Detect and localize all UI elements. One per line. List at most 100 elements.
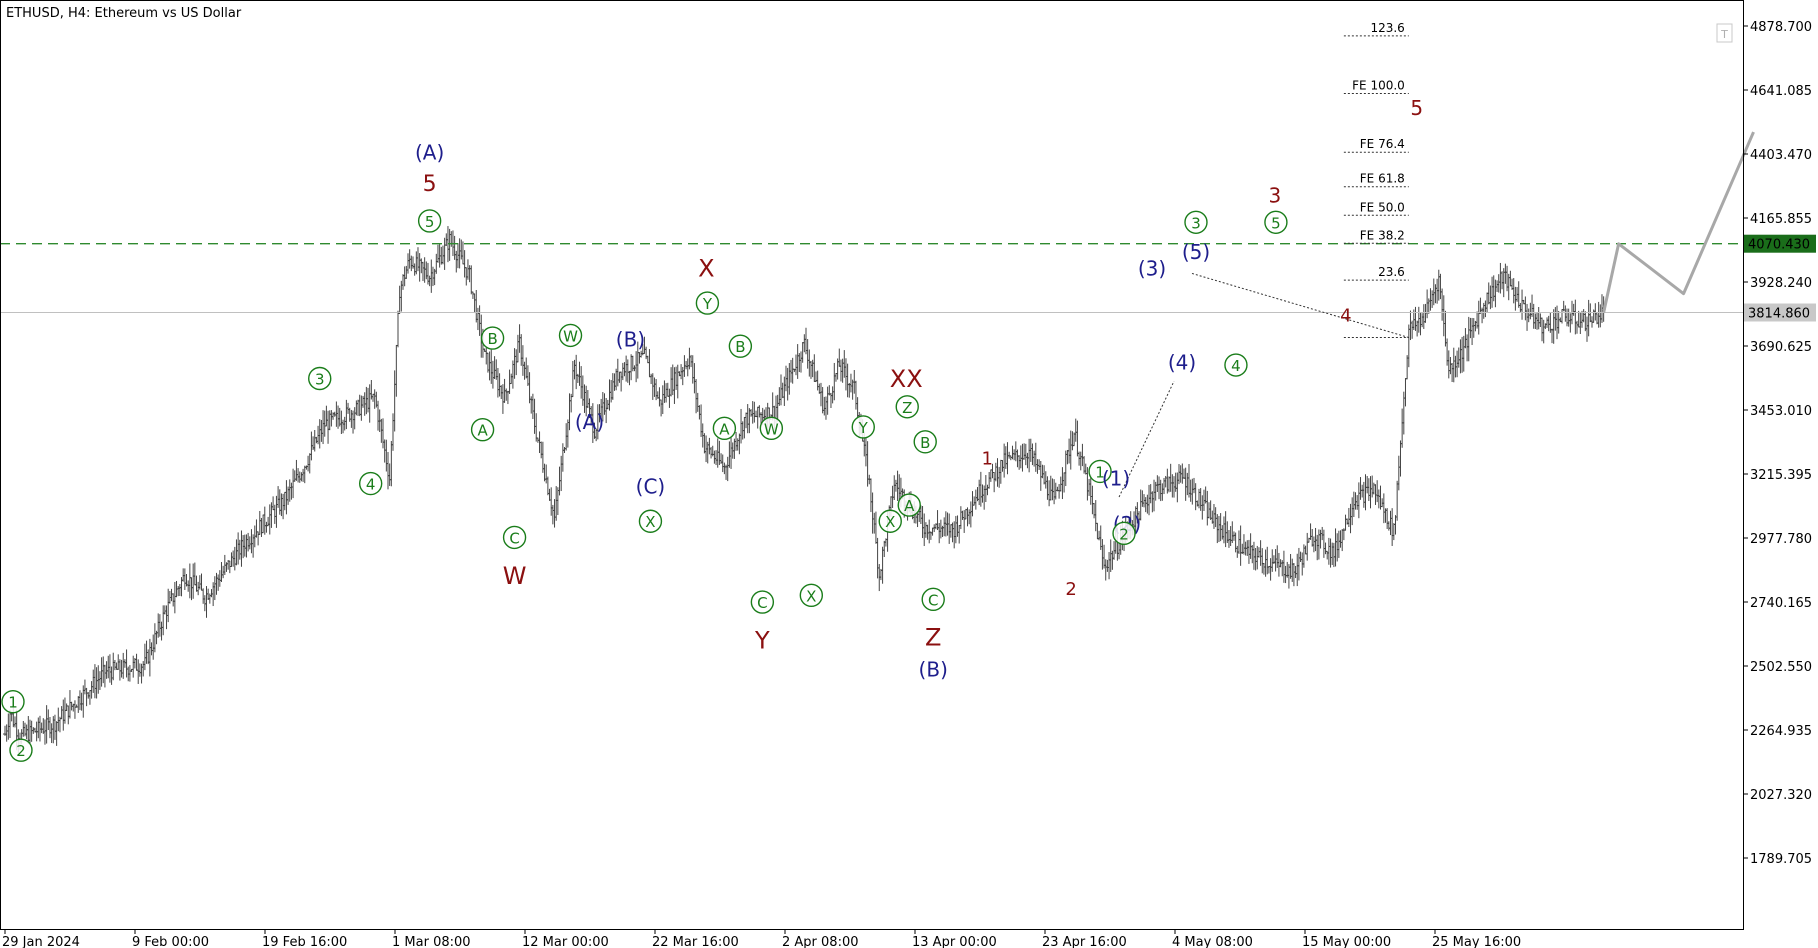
wave-label: 4 [1340, 306, 1351, 327]
wave-label-text: (C) [636, 474, 666, 498]
fib-level-label: FE 76.4 [1360, 137, 1405, 151]
wave-label-circled: A [897, 493, 921, 517]
y-tick-label: 3690.625 [1750, 340, 1812, 355]
wave-label: (B) [919, 658, 948, 682]
wave-label: (1) [1102, 466, 1130, 490]
wave-label-circled: X [638, 509, 663, 533]
wave-label-circle [502, 525, 527, 550]
wave-label-circle [750, 590, 775, 614]
wave-label-circled: X [799, 583, 824, 608]
wave-label-text: 5 [425, 213, 435, 231]
y-tick-label: 3453.010 [1750, 404, 1812, 419]
wave-label: Y [754, 626, 770, 654]
wave-label-circled: 4 [358, 471, 383, 496]
wave-label-text: A [477, 422, 488, 440]
y-tick-label: 2264.935 [1750, 724, 1812, 739]
wave-label-circle [895, 395, 919, 419]
wave-label: (A) [415, 140, 444, 164]
wave-label-circled: 5 [1264, 210, 1288, 234]
wave-label-text: 1 [981, 448, 992, 469]
y-tick-label: 3928.240 [1750, 276, 1812, 291]
x-tick-label: 9 Feb 00:00 [132, 935, 209, 948]
wave-label-text: Y [702, 295, 713, 313]
wave-label-circle [1088, 459, 1112, 484]
wave-label-text: Z [902, 399, 912, 417]
wave-label-text: X [806, 587, 816, 605]
wave-label-text: 2 [16, 742, 26, 760]
wave-label-text: Z [925, 624, 941, 652]
wave-label-circled: 1 [1088, 459, 1112, 484]
y-tick-label: 2502.550 [1750, 660, 1812, 675]
wave-label-text: 2 [1065, 579, 1076, 600]
wave-label-text: A [904, 497, 915, 515]
wave-label-circle [1264, 210, 1288, 234]
x-tick-label: 1 Mar 08:00 [392, 935, 471, 948]
wave-label-text: B [920, 434, 930, 452]
wave-label-text: XX [890, 365, 923, 393]
x-tick-label: 13 Apr 00:00 [912, 935, 997, 948]
y-tick-label: 2740.165 [1750, 596, 1812, 611]
wave-label-circled: C [921, 587, 945, 612]
plot-frame [0, 0, 1744, 930]
wave-label: 5 [423, 172, 437, 197]
wedge-trend-line [1118, 380, 1175, 498]
wave-label-text: 4 [1340, 306, 1351, 327]
wave-label-circle [1112, 521, 1136, 546]
wave-label-circled: Y [695, 291, 720, 315]
x-tick-label: 2 Apr 08:00 [782, 935, 859, 948]
wave-label: Z [925, 624, 941, 652]
wave-label-text: W [503, 562, 527, 590]
resistance-price-text: 4070.430 [1748, 238, 1810, 253]
wave-label-text: 1 [8, 694, 18, 712]
wave-label: 5 [1410, 96, 1423, 120]
wave-label: W [503, 562, 527, 590]
wave-label: (C) [636, 474, 666, 498]
scroll-lock-box[interactable] [1716, 23, 1733, 43]
wave-label-circled: A [712, 416, 737, 441]
wave-label-text: 5 [1271, 214, 1281, 232]
wave-label: (4) [1168, 351, 1196, 375]
fib-level-label: FE 50.0 [1360, 200, 1405, 214]
fib-level-label: FE 38.2 [1360, 228, 1405, 242]
wave-label-text: 3 [1191, 214, 1201, 232]
wave-label-text: 2 [1119, 525, 1129, 543]
wave-label-circled: 2 [9, 738, 33, 762]
wave-label-text: C [928, 591, 938, 609]
wave-label: 1 [981, 448, 992, 469]
y-tick-label: 3215.395 [1750, 468, 1812, 483]
wave-label-circle [728, 334, 753, 358]
y-tick-label: 2977.780 [1750, 532, 1812, 547]
x-tick-label: 12 Mar 00:00 [522, 935, 609, 948]
wave-label-circled: Y [851, 415, 875, 439]
wave-label: (5) [1182, 240, 1210, 264]
y-tick-label: 1789.705 [1750, 852, 1812, 867]
wave-label-text: 3 [315, 370, 325, 388]
wave-label-circled: B [913, 430, 937, 454]
wave-label-circle [851, 415, 875, 439]
wave-label-circle [470, 417, 495, 442]
wave-label-circle [695, 291, 720, 315]
fib-level-label: FE 100.0 [1352, 79, 1405, 93]
wave-label-text: 4 [1231, 357, 1241, 375]
wedge-trend-line [1191, 272, 1409, 339]
wave-label-circled: C [750, 590, 775, 614]
wave-label: (B) [616, 328, 645, 352]
price-axis: 1789.705 2027.320 2264.935 2502.550 2740.165… [1743, 20, 1816, 867]
current-price-text: 3814.860 [1748, 307, 1810, 322]
wave-label-circled: 5 [417, 209, 442, 233]
wave-label-circled: W [759, 416, 784, 441]
wave-label-circled: W [558, 323, 583, 348]
wave-label-text: X [885, 513, 895, 531]
y-tick-label: 4878.700 [1750, 20, 1812, 35]
scroll-lock-icon[interactable]: T [1720, 28, 1728, 41]
wave-label-circled: C [502, 525, 527, 550]
wave-label-text: X [645, 513, 655, 531]
scroll-lock-button[interactable]: T [1716, 23, 1733, 43]
wave-label: XX [890, 365, 923, 393]
wave-label: X [698, 255, 714, 283]
wave-label-circled: 2 [1112, 521, 1136, 546]
price-bars [3, 226, 1606, 753]
wave-label-text: 5 [423, 172, 437, 197]
